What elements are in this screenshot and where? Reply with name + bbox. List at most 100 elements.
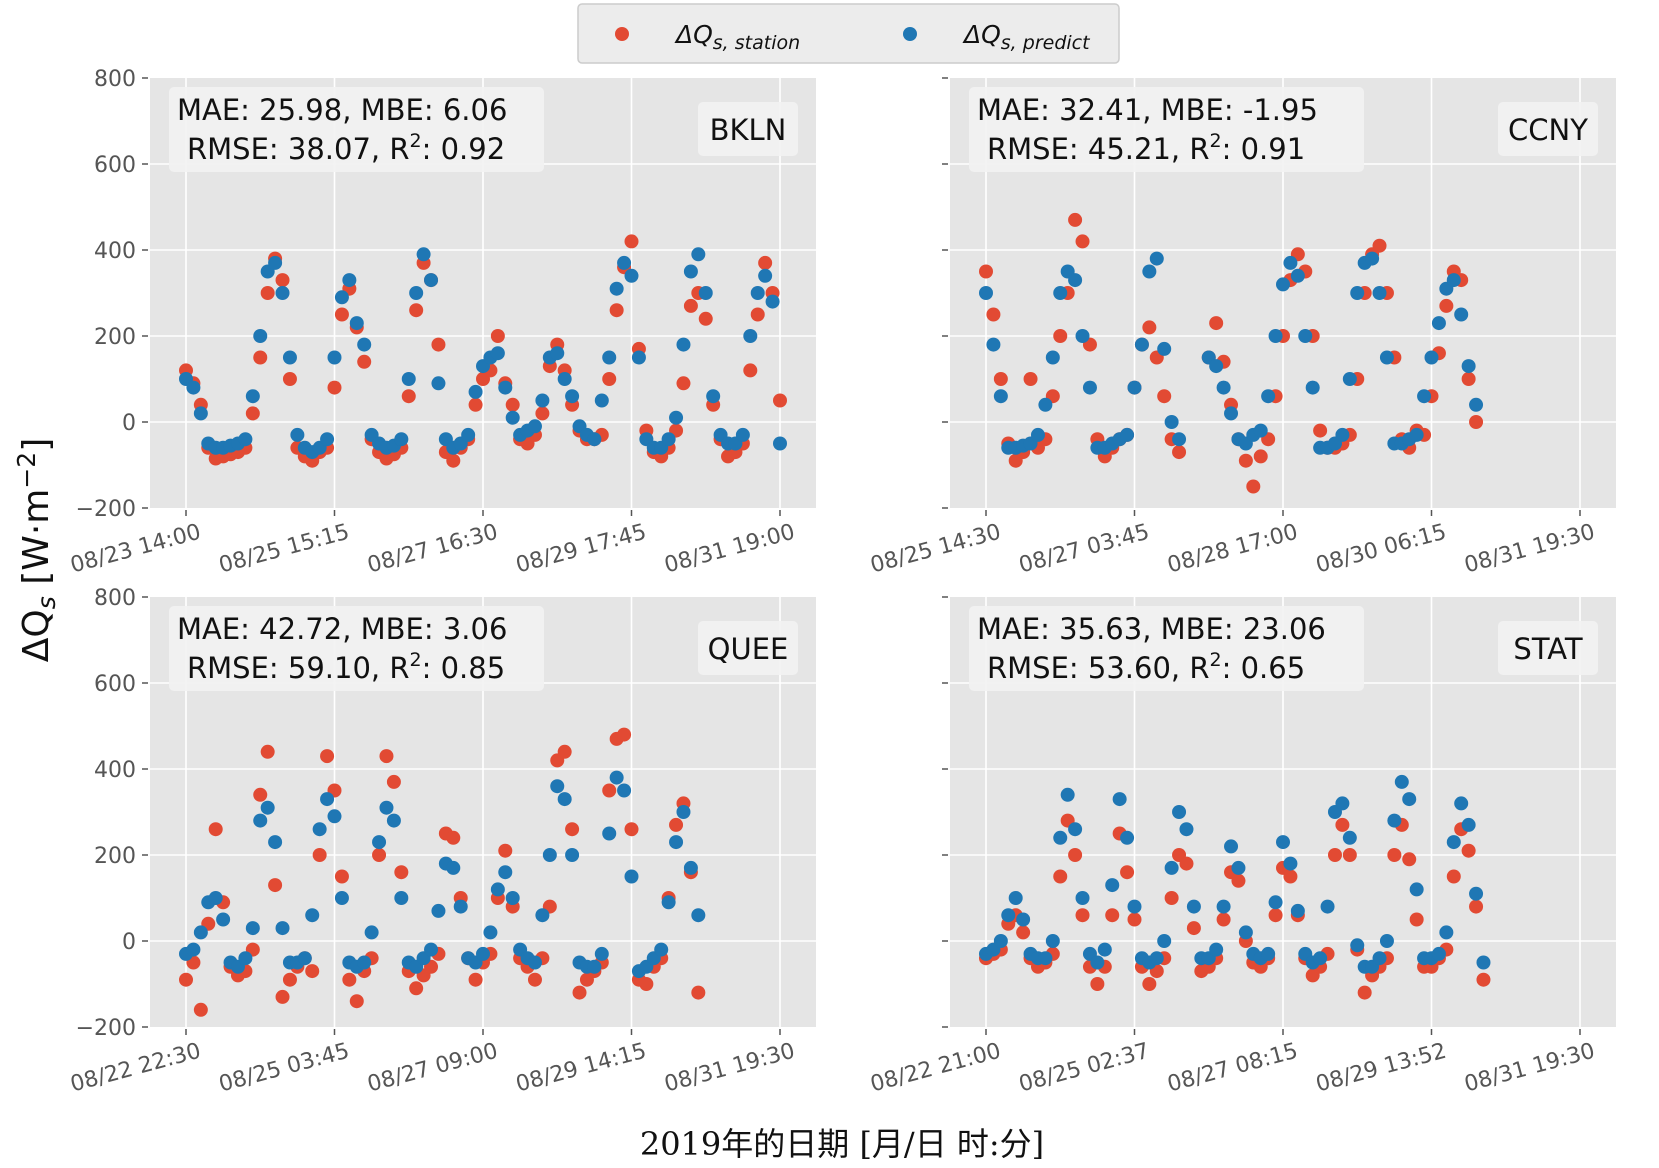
panel-bkln-station-point (401, 389, 416, 404)
panel-quee-ytick-label: 0 (122, 930, 136, 955)
panel-ccny-predict-point (1216, 380, 1231, 395)
panel-quee-predict-point (498, 865, 513, 880)
panel-ccny-station-point (1209, 316, 1224, 331)
panel-bkln-predict-point (624, 268, 639, 283)
panel-stat-predict-point (1045, 934, 1060, 948)
panel-bkln-ytick-label: 400 (94, 239, 136, 264)
panel-bkln-station-point (750, 307, 765, 322)
panel-quee-predict-point (253, 813, 268, 828)
panel-bkln-station-point (758, 255, 773, 270)
panel-ccny-stats-line2: RMSE: 45.21, R2: 0.91 (987, 130, 1305, 166)
legend-predict-marker (903, 27, 917, 41)
panel-quee-predict-point (557, 792, 572, 807)
panel-stat-predict-point (1149, 951, 1164, 966)
panel-stat-predict-point (1120, 830, 1135, 845)
panel-bkln-predict-point (535, 393, 550, 408)
panel-ccny-station-point (1469, 415, 1484, 429)
panel-ccny-predict-point (1342, 372, 1357, 386)
panel-quee-predict-point (186, 942, 201, 957)
panel-stat-station-point (1179, 856, 1194, 871)
panel-quee-predict-point (260, 800, 275, 815)
panel-quee-stats-line1: MAE: 42.72, MBE: 3.06 (177, 612, 507, 646)
panel-bkln-station-point (676, 376, 691, 391)
panel-ccny-predict-point (1120, 427, 1135, 442)
panel-ccny-predict-point (1224, 406, 1239, 421)
panel-stat-predict-point (1290, 903, 1305, 918)
panel-stat-station-point (1409, 912, 1424, 927)
panel-ccny-predict-point (1446, 273, 1461, 288)
panel-bkln-predict-point (193, 406, 208, 421)
panel-stat-predict-point (1209, 942, 1224, 957)
panel-stat-predict-point (1068, 822, 1083, 837)
panel-ccny-station-point (1253, 449, 1268, 464)
panel-stat-station-point (1090, 977, 1105, 991)
panel-bkln-predict-point (527, 419, 542, 434)
panel-ccny-predict-point (1157, 341, 1172, 356)
panel-bkln-station-point (409, 303, 424, 318)
panel-bkln-predict-point (468, 384, 483, 399)
panel-bkln-predict-point (698, 286, 713, 300)
panel-bkln-predict-point (683, 264, 698, 279)
panel-ccny-predict-point (1431, 316, 1446, 331)
panel-bkln-predict-point (490, 346, 505, 361)
panel-bkln-station-point (468, 397, 483, 412)
panel-quee-xtick-label: 08/22 22:30 (68, 1039, 204, 1098)
panel-stat-station-point (1283, 869, 1298, 884)
panel-stat-station-point (1231, 873, 1246, 888)
panel-bkln-station-point (683, 298, 698, 313)
panel-quee-ytick-label: −200 (76, 1016, 136, 1041)
panel-stat-predict-point (993, 934, 1008, 948)
panel-stat-predict-point (1038, 951, 1053, 966)
panel-ccny-station-box (1498, 102, 1598, 156)
panel-ccny-predict-point (1469, 397, 1484, 412)
panel-stat-predict-point (1268, 895, 1283, 910)
panel-ccny-station-point (993, 372, 1008, 386)
panel-quee-predict-point (453, 899, 468, 914)
panel-quee-predict-point (394, 891, 409, 905)
panel-bkln-station-point (609, 303, 624, 318)
panel-bkln-station-point (624, 234, 639, 249)
panel-quee-predict-point (505, 891, 520, 905)
panel-quee-xtick-label: 08/25 03:45 (216, 1039, 352, 1098)
panel-ccny-station-point (1172, 445, 1187, 460)
panel-quee-ytick-label: 600 (94, 672, 136, 697)
panel-ccny-station-point (1053, 329, 1068, 343)
panel-stat: 08/22 21:00 08/25 02:37 08/27 08:15 08/29 1… (868, 596, 1616, 1098)
panel-ccny-predict-point (1461, 359, 1476, 374)
panel-ccny-station-point (1157, 389, 1172, 404)
panel-ccny-predict-point (1045, 350, 1060, 365)
panel-quee-predict-point (624, 869, 639, 884)
panel-quee-predict-point (208, 891, 223, 905)
panel-ccny-predict-point (1053, 286, 1068, 300)
panel-stat-xtick-label: 08/22 21:00 (868, 1039, 1004, 1098)
panel-quee-station-point (617, 727, 632, 742)
panel-bkln-predict-point (424, 273, 439, 288)
panel-ccny-predict-point (1253, 423, 1268, 438)
panel-bkln-station-label: BKLN (710, 113, 787, 147)
panel-bkln-predict-point (238, 432, 253, 447)
panel-quee-predict-point (535, 908, 550, 923)
panel-quee-station-point (624, 822, 639, 837)
panel-bkln-predict-point (409, 286, 424, 300)
panel-quee-stats-box (169, 606, 544, 691)
panel-bkln-stats-line1: MAE: 25.98, MBE: 6.06 (177, 93, 507, 127)
panel-quee-predict-point (364, 925, 379, 940)
panel-bkln-predict-point (268, 255, 283, 270)
panel-stat-predict-point (1454, 796, 1469, 811)
panel-stat-predict-point (1053, 830, 1068, 845)
panel-bkln-xtick-label: 08/25 15:15 (216, 520, 352, 579)
panel-stat-predict-point (1394, 774, 1409, 789)
panel-stat-station-point (1476, 972, 1491, 987)
panel-quee-station-point (639, 977, 654, 991)
panel-stat-stats-box (969, 606, 1364, 691)
panel-quee-predict-point (446, 860, 461, 875)
panel-quee-station-label: QUEE (708, 632, 789, 666)
panel-stat-station-point (1402, 852, 1417, 867)
panel-stat-predict-point (1431, 946, 1446, 961)
panel-stat-station-point (1075, 908, 1090, 923)
panel-quee-predict-point (669, 835, 684, 850)
panel-bkln-station-point (334, 307, 349, 322)
panel-ccny-predict-point (1082, 380, 1097, 395)
